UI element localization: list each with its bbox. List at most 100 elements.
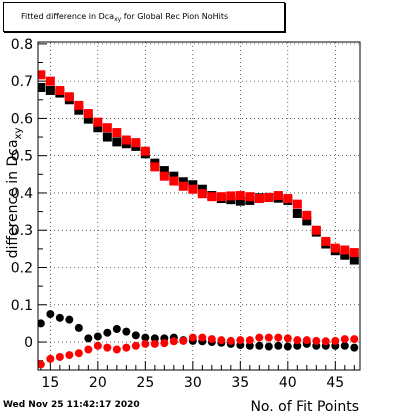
data-point-series-2 [245,192,255,202]
timestamp: Wed Nov 25 11:42:17 2020 [3,400,140,410]
x-tick-label: 20 [89,375,107,391]
data-point-series-1 [102,132,112,142]
data-point-series-2 [254,194,264,204]
data-point-series-1 [112,137,122,147]
data-point-series-2 [140,146,150,156]
data-point-series-4 [274,333,283,342]
data-point-series-1 [349,255,359,265]
data-point-series-4 [38,360,45,369]
data-point-series-4 [179,336,188,345]
data-point-series-4 [46,354,55,363]
chart-title-suffix: for Global Rec Pion NoHits [121,12,229,21]
data-point-series-2 [226,191,236,201]
data-point-series-3 [122,327,131,336]
data-point-series-2 [311,225,321,235]
data-point-series-1 [93,123,103,133]
data-point-series-3 [131,331,140,340]
data-point-series-2 [38,70,46,80]
y-axis-label-sub: xy [13,128,24,140]
data-point-series-2 [150,162,160,172]
y-tick-label: 0.6 [11,111,33,127]
data-point-series-4 [312,336,321,345]
y-axis-label: difference in Dcaxy [5,128,24,259]
data-point-series-3 [38,319,45,328]
data-point-series-2 [321,236,331,246]
data-point-series-2 [45,76,55,86]
data-point-series-3 [150,334,159,343]
data-point-series-4 [340,335,349,344]
x-tick-label: 15 [41,375,59,391]
data-point-series-4 [169,337,178,346]
chart-title-box: Fitted difference in Dcaxy for Global Re… [3,2,285,32]
x-tick-label: 25 [136,375,154,391]
data-point-series-1 [83,114,93,124]
data-point-series-4 [103,343,112,352]
data-point-series-4 [93,341,102,350]
data-point-series-3 [74,323,83,332]
data-point-series-2 [330,243,340,253]
y-tick-label: 0 [24,335,33,351]
data-point-series-2 [292,199,302,209]
data-point-series-4 [236,336,245,345]
data-point-series-1 [340,250,350,260]
data-point-series-4 [264,333,273,342]
data-point-series-4 [150,339,159,348]
data-point-series-2 [188,184,198,194]
data-point-series-2 [283,194,293,204]
y-tick-label: 0.8 [11,37,33,53]
y-tick-label: 0.1 [11,298,33,314]
data-point-series-2 [83,109,93,119]
data-point-series-4 [331,336,340,345]
data-point-series-3 [283,342,292,351]
data-point-series-4 [302,336,311,345]
data-point-series-4 [84,345,93,354]
data-point-series-1 [38,82,46,92]
data-point-series-3 [340,341,349,350]
data-point-series-2 [216,192,226,202]
data-point-series-1 [74,105,84,115]
data-point-series-4 [160,339,169,348]
data-point-series-4 [122,343,131,352]
y-tick-label: 0.7 [11,74,33,90]
data-point-series-3 [293,341,302,350]
y-axis-label-group: difference in Dcaxy [5,128,24,259]
data-point-series-2 [131,138,141,148]
data-point-series-4 [283,334,292,343]
plot-frame [37,41,361,371]
data-point-series-4 [55,352,64,361]
x-axis-label: No. of Fit Points [250,399,359,414]
x-tick-label: 30 [184,375,202,391]
data-point-series-2 [159,171,169,181]
data-point-series-1 [159,166,169,176]
data-point-series-4 [245,336,254,345]
chart-title-sub: xy [114,16,122,23]
data-point-series-4 [74,349,83,358]
data-point-series-4 [188,333,197,342]
y-tick-label: 0.4 [11,186,33,202]
data-point-series-3 [55,313,64,322]
y-axis-label-main: difference in Dca [5,139,21,258]
data-point-series-4 [217,336,226,345]
data-point-series-1 [292,208,302,218]
data-point-series-2 [102,123,112,133]
y-tick-label: 0.5 [11,149,33,165]
data-point-series-4 [255,333,264,342]
chart-title-prefix: Fitted difference in Dca [21,12,115,21]
y-tick-label: 0.2 [11,261,33,277]
data-point-series-4 [350,335,359,344]
data-point-series-3 [141,333,150,342]
data-point-series-1 [235,196,245,206]
data-point-series-2 [235,191,245,201]
data-point-series-2 [197,189,207,199]
data-point-series-2 [169,176,179,186]
data-point-series-4 [321,337,330,346]
data-point-series-2 [207,192,217,202]
data-point-series-3 [245,341,254,350]
data-point-series-3 [84,334,93,343]
x-tick-label: 45 [326,375,344,391]
data-point-series-3 [103,328,112,337]
data-point-series-2 [264,192,274,202]
x-tick-label: 35 [231,375,249,391]
data-point-series-3 [264,342,273,351]
